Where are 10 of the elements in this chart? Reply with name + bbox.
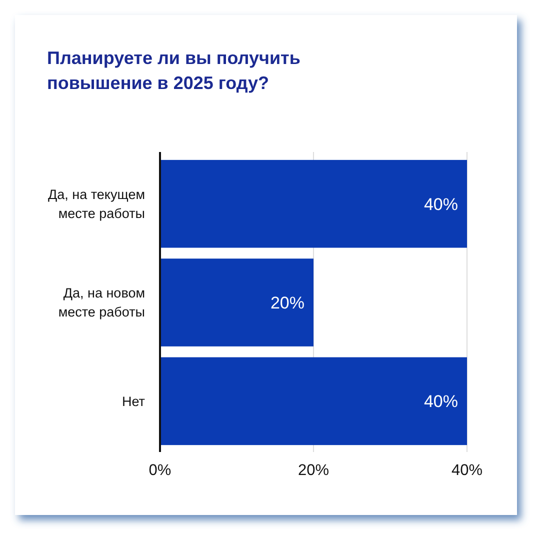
y-tick-label: Да, на текущем месте работы — [48, 187, 145, 222]
data-label: 20% — [270, 293, 304, 312]
y-tick-label: Нет — [122, 394, 145, 409]
x-tick-label: 40% — [451, 462, 483, 479]
y-tick-label: Да, на новом месте работы — [58, 286, 145, 320]
x-tick-label: 0% — [148, 462, 172, 479]
chart-title: Планируете ли вы получить повышение в 2025 году? — [47, 48, 300, 93]
data-label: 40% — [424, 392, 458, 412]
data-label: 40% — [424, 194, 458, 214]
x-tick-label: 20% — [298, 462, 330, 479]
